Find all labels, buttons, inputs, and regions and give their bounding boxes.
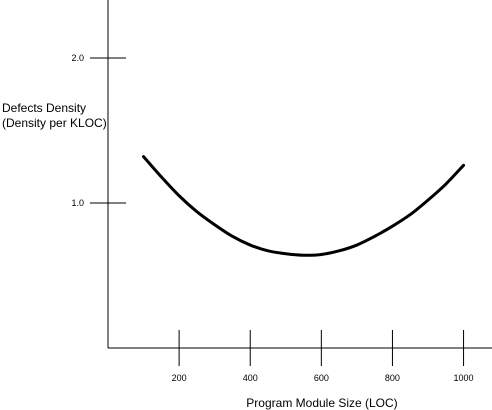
- x-tick-group: 200 400 600 800 1000: [172, 330, 474, 383]
- x-axis-title: Program Module Size (LOC): [246, 396, 397, 410]
- y-tick-label: 1.0: [71, 198, 84, 208]
- y-tick-label: 2.0: [71, 53, 84, 63]
- defect-density-curve: [142, 155, 466, 257]
- x-tick-label: 1000: [454, 373, 474, 383]
- x-tick-label: 800: [385, 373, 400, 383]
- x-tick-label: 600: [314, 373, 329, 383]
- y-axis-title-line-1: Defects Density: [2, 101, 86, 115]
- x-tick-label: 200: [172, 373, 187, 383]
- y-axis-title-line-2: (Density per KLOC): [2, 116, 107, 130]
- x-tick-label: 400: [243, 373, 258, 383]
- y-tick-group: 1.0 2.0: [71, 53, 126, 208]
